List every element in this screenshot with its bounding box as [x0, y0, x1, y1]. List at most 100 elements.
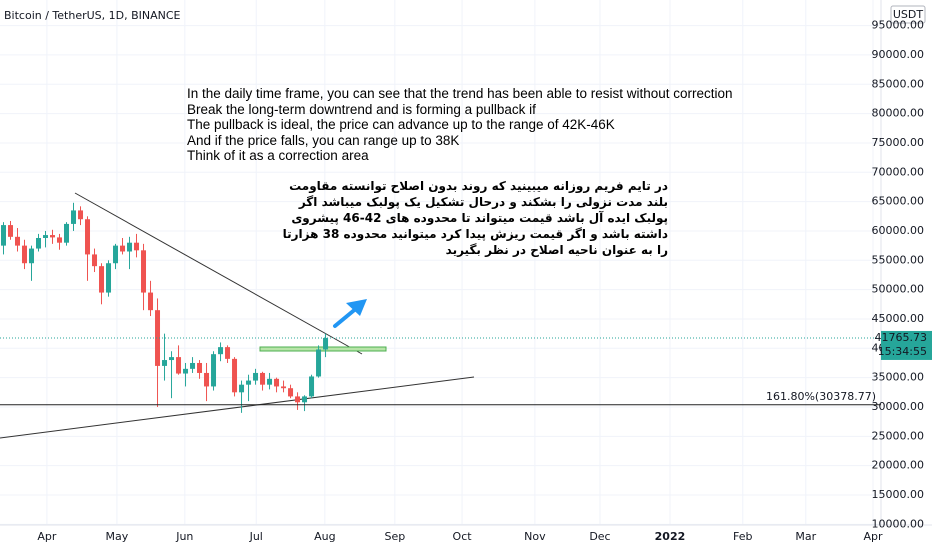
candle-body	[1, 225, 7, 246]
annotation-line: را به عنوان ناحیه اصلاح در نظر بگیرید	[445, 243, 668, 257]
candle-body	[323, 337, 329, 350]
candle-body	[92, 254, 98, 267]
candle-body	[155, 310, 161, 366]
x-tick-label: Jul	[249, 530, 263, 543]
annotation-line: In the daily time frame, you can see tha…	[187, 86, 733, 101]
arrow	[333, 299, 367, 328]
x-tick-label: May	[106, 530, 129, 543]
annotation-line: بلند مدت نزولی را بشکند و درحال تشکیل یک…	[298, 195, 668, 209]
y-tick-label: 55000.00	[872, 253, 925, 266]
candle-body	[295, 396, 301, 403]
x-tick-label: Mar	[795, 530, 816, 543]
candle-body	[169, 357, 175, 361]
candle-body	[15, 236, 21, 246]
candles	[1, 202, 329, 413]
candle-body	[211, 354, 217, 387]
x-tick-label: Nov	[524, 530, 546, 543]
candle-body	[162, 360, 168, 366]
candle-body	[141, 250, 147, 293]
last-price-label: 41765.73	[875, 331, 928, 344]
candle-body	[120, 245, 126, 252]
downtrend-line	[74, 192, 363, 355]
y-tick-label: 85000.00	[872, 77, 925, 90]
candle-body	[43, 235, 49, 238]
x-tick-label: Apr	[863, 530, 883, 543]
candle-body	[232, 358, 238, 393]
candle-body	[134, 242, 140, 251]
candle-body	[78, 210, 84, 220]
y-tick-label: 15000.00	[872, 488, 925, 501]
y-tick-label: 45000.00	[872, 312, 925, 325]
x-tick-label: Dec	[589, 530, 610, 543]
annotation-line: And if the price falls, you can range up…	[187, 132, 460, 148]
fib-label: 161.80%(30378.77)	[766, 390, 876, 403]
currency: USDT	[893, 8, 924, 21]
y-tick-label: 30000.00	[872, 400, 925, 413]
candle-body	[190, 362, 196, 369]
annotation-fa: در تایم فریم روزانه میبینید که روند بدون…	[282, 178, 668, 258]
candle-body	[274, 378, 280, 387]
candle-body	[64, 223, 70, 243]
candle-body	[316, 349, 322, 377]
y-tick-label: 20000.00	[872, 459, 925, 472]
y-tick-label: 10000.00	[872, 517, 925, 530]
annotation-line: پولبک ایده آل باشد قیمت میتواند تا محدود…	[291, 211, 668, 225]
candle-body	[281, 386, 287, 389]
y-tick-label: 70000.00	[872, 165, 925, 178]
candle-body	[29, 248, 35, 264]
x-tick-label: Jun	[175, 530, 193, 543]
candle-body	[302, 396, 308, 403]
last-price-box	[881, 330, 932, 360]
candle-body	[288, 388, 294, 397]
currency-box	[890, 5, 926, 24]
support-zone	[259, 346, 387, 352]
candle-body	[260, 372, 266, 385]
x-tick-label: Feb	[733, 530, 752, 543]
annotation-line: Think of it as a correction area	[187, 148, 369, 164]
x-tick-label: Apr	[37, 530, 57, 543]
x-tick-label: 2022	[655, 530, 686, 543]
annotation-line: Break the long-term downtrend and is for…	[187, 101, 536, 117]
y-tick-label: 75000.00	[872, 136, 925, 149]
annotation-line: در تایم فریم روزانه میبینید که روند بدون…	[289, 179, 668, 193]
uptrend-line	[0, 376, 475, 439]
x-tick-label: Oct	[453, 530, 473, 543]
candle-body	[50, 235, 56, 238]
y-tick-label: 95000.00	[872, 19, 925, 32]
candle-body	[8, 225, 14, 237]
candle-body	[85, 219, 91, 255]
candle-body	[239, 384, 245, 393]
candle-body	[106, 263, 112, 293]
y-tick-label: 50000.00	[872, 283, 925, 296]
candle-body	[267, 378, 273, 385]
candle-body	[225, 347, 231, 359]
candle-body	[148, 292, 154, 311]
annotation-en: In the daily time frame, you can see tha…	[187, 86, 733, 164]
candle-body	[127, 242, 133, 252]
candle-body	[113, 245, 119, 264]
candle-body	[204, 372, 210, 387]
y-tick-label: 25000.00	[872, 429, 925, 442]
candle-body	[22, 245, 28, 264]
candle-body	[57, 237, 63, 243]
candle-body	[36, 237, 42, 249]
y-tick-label: 60000.00	[872, 224, 925, 237]
grid	[0, 0, 881, 525]
y-tick-label: 80000.00	[872, 107, 925, 120]
annotation-line: The pullback is ideal, the price can adv…	[187, 117, 615, 133]
candle-body	[99, 266, 105, 293]
candle-body	[246, 380, 252, 385]
x-tick-label: Aug	[314, 530, 335, 543]
candle-body	[183, 368, 189, 374]
y-tick-label: 65000.00	[872, 195, 925, 208]
candle-body	[253, 372, 259, 381]
countdown: 15:34:55	[878, 345, 927, 358]
annotation-line: داشته باشد و اگر قیمت ریزش پیدا کرد میتو…	[282, 227, 668, 241]
y-tick-label: 35000.00	[872, 371, 925, 384]
candle-body	[197, 362, 203, 373]
chart-title: Bitcoin / TetherUS, 1D, BINANCE	[4, 9, 181, 22]
candle-body	[218, 347, 224, 355]
candle-body	[71, 210, 77, 224]
